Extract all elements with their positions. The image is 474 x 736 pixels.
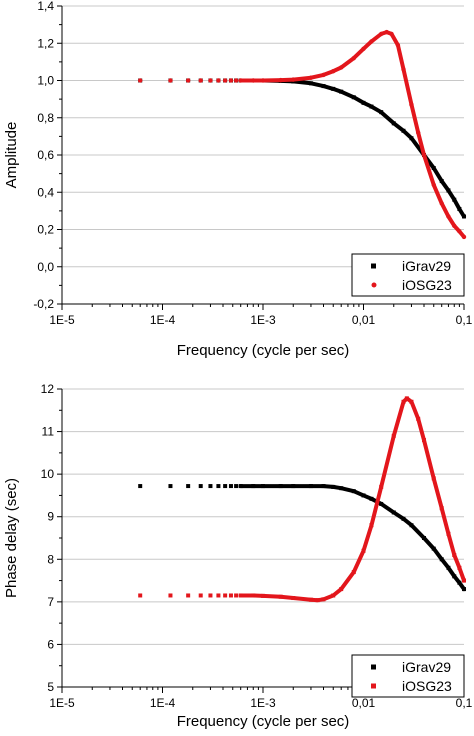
- y-tick-label: 0,8: [37, 111, 54, 125]
- data-point: [208, 78, 213, 83]
- x-tick-label: 0,1: [456, 696, 473, 710]
- data-point: [208, 593, 213, 598]
- data-point: [138, 78, 143, 83]
- x-tick-label: 0,01: [352, 313, 376, 327]
- data-point: [198, 593, 203, 598]
- data-point: [208, 484, 213, 489]
- x-axis-title: Frequency (cycle per sec): [177, 713, 350, 730]
- x-tick-label: 1E-5: [49, 313, 75, 327]
- x-tick-label: 1E-3: [250, 696, 276, 710]
- data-point: [168, 78, 173, 83]
- legend: iGrav29 iOSG23: [351, 654, 465, 698]
- y-tick-label: 0,6: [37, 148, 54, 162]
- legend-label: iGrav29: [402, 659, 451, 675]
- y-tick-label: 0,4: [37, 185, 54, 199]
- y-tick-label: 6: [47, 637, 54, 651]
- series-line: [238, 396, 466, 603]
- data-point: [222, 78, 228, 83]
- y-tick-label: 5: [47, 680, 54, 694]
- y-tick-label: -0,2: [33, 297, 54, 311]
- legend-marker: [371, 263, 376, 269]
- data-point: [223, 484, 228, 489]
- legend-marker: [371, 664, 376, 670]
- data-point: [186, 593, 191, 598]
- data-point: [168, 484, 173, 489]
- data-point: [234, 484, 239, 489]
- x-tick-label: 1E-4: [150, 696, 176, 710]
- y-tick-label: 1,0: [37, 74, 54, 88]
- data-point: [216, 484, 221, 489]
- x-tick-label: 1E-5: [49, 696, 75, 710]
- legend-marker: [371, 282, 377, 288]
- data-point: [228, 78, 234, 83]
- data-point: [216, 593, 221, 598]
- data-point: [198, 484, 203, 489]
- data-point: [168, 593, 173, 598]
- y-tick-label: 11: [42, 425, 55, 439]
- amplitude-chart: -0,2 0,0 0,2 0,4 0,6 0,8 1,0 1,2 1,4 1E-5 1E-4 1E-3…: [3, 0, 473, 359]
- series-iOSG23: [138, 396, 466, 603]
- series-line: [238, 30, 466, 239]
- legend-label: iOSG23: [402, 678, 452, 694]
- legend-marker: [371, 683, 376, 689]
- y-tick-label: 0,0: [37, 260, 54, 274]
- x-tick-label: 0,1: [456, 313, 473, 327]
- data-point: [228, 593, 233, 598]
- series-iGrav29: [138, 484, 466, 592]
- legend: iGrav29 iOSG23: [351, 253, 465, 297]
- data-point: [223, 593, 228, 598]
- data-point: [216, 78, 221, 83]
- legend-box: [351, 253, 465, 297]
- legend-label: iOSG23: [402, 277, 452, 293]
- x-tick-label: 1E-3: [250, 313, 276, 327]
- y-tick-label: 7: [47, 595, 54, 609]
- phase-delay-chart: 5 6 7 8 9 10 11 12 1E-5 1E-4 1E-3 0,01 0,1 Frequency …: [3, 382, 473, 730]
- data-point: [234, 593, 239, 598]
- y-axis-title: Amplitude: [3, 122, 20, 189]
- data-point: [186, 484, 191, 489]
- x-tick-label: 1E-4: [150, 313, 176, 327]
- y-tick-label: 10: [41, 467, 55, 481]
- y-tick-label: 1,4: [37, 0, 54, 13]
- series-line: [238, 78, 466, 219]
- data-point: [138, 593, 143, 598]
- legend-box: [351, 654, 465, 698]
- data-point: [138, 484, 143, 489]
- x-axis-title: Frequency (cycle per sec): [177, 342, 350, 359]
- data-point: [198, 78, 203, 83]
- data-point: [228, 484, 233, 489]
- y-tick-label: 0,2: [37, 223, 54, 237]
- legend-label: iGrav29: [402, 258, 451, 274]
- y-tick-label: 12: [41, 382, 55, 396]
- x-tick-label: 0,01: [352, 696, 376, 710]
- y-axis-title: Phase delay (sec): [3, 478, 20, 598]
- data-point: [233, 78, 239, 83]
- series-iGrav29: [138, 78, 466, 219]
- y-tick-label: 1,2: [37, 36, 54, 50]
- series-iOSG23: [138, 29, 467, 240]
- y-tick-label: 8: [47, 552, 54, 566]
- data-point: [185, 78, 191, 83]
- series-line: [238, 484, 466, 592]
- y-tick-label: 9: [47, 510, 54, 524]
